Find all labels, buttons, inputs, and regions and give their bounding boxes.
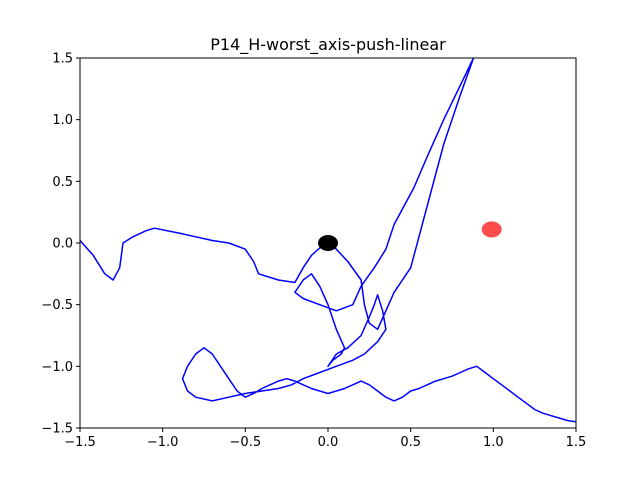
start-marker (318, 235, 338, 251)
y-tick-label: −1.5 (41, 422, 73, 437)
x-tick-label: −1.5 (64, 435, 96, 450)
marker-layer (318, 221, 502, 251)
y-axis: −1.5 −1.0 −0.5 0.0 0.5 1.0 1.5 (41, 52, 80, 437)
chart-title: P14_H-worst_axis-push-linear (210, 35, 446, 55)
x-tick-label: 0.0 (318, 435, 339, 450)
x-tick-label: 1.5 (566, 435, 587, 450)
goal-marker (481, 221, 502, 238)
y-tick-label: −1.0 (41, 360, 73, 375)
y-tick-label: 0.5 (52, 175, 73, 190)
x-tick-label: 1.0 (483, 435, 504, 450)
x-tick-label: −0.5 (230, 435, 262, 450)
y-tick-label: 0.0 (52, 237, 73, 252)
y-tick-label: 1.0 (52, 113, 73, 128)
y-tick-label: 1.5 (52, 52, 73, 67)
x-tick-label: −1.0 (147, 435, 179, 450)
x-tick-label: 0.5 (400, 435, 421, 450)
y-tick-label: −0.5 (41, 298, 73, 313)
x-axis: −1.5 −1.0 −0.5 0.0 0.5 1.0 1.5 (64, 428, 586, 450)
